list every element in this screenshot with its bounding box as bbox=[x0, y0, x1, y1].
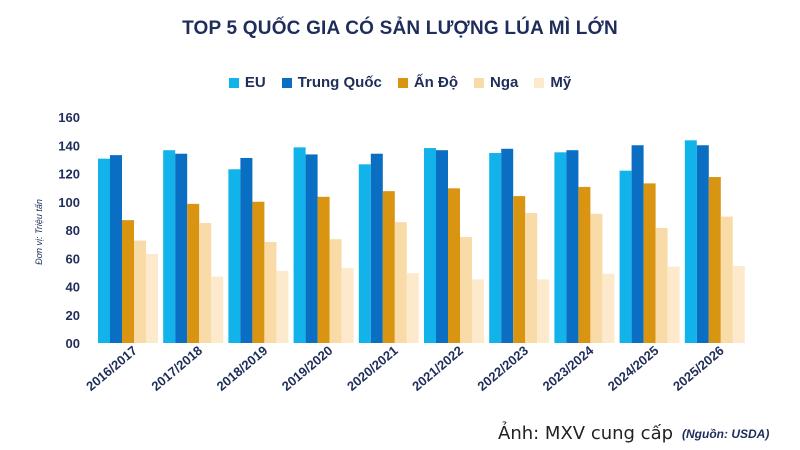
bars bbox=[98, 140, 745, 343]
legend-swatch bbox=[228, 77, 239, 88]
bar bbox=[489, 153, 502, 343]
bar bbox=[252, 201, 265, 343]
bar bbox=[472, 279, 484, 343]
x-tick-label: 2022/2023 bbox=[474, 343, 531, 394]
y-tick-label: 140 bbox=[58, 138, 80, 153]
bar bbox=[696, 145, 709, 343]
bar bbox=[708, 177, 721, 343]
legend-swatch bbox=[534, 77, 545, 88]
legend-swatch bbox=[281, 77, 292, 88]
y-tick-label: 60 bbox=[66, 251, 80, 266]
bar bbox=[146, 254, 158, 343]
bar bbox=[619, 170, 632, 343]
y-tick-label: 00 bbox=[66, 336, 80, 351]
bar bbox=[684, 140, 697, 343]
bar bbox=[329, 239, 342, 343]
x-tick-label: 2017/2018 bbox=[148, 343, 205, 394]
bar bbox=[264, 242, 277, 343]
bar bbox=[98, 158, 110, 343]
legend-item: Nga bbox=[474, 74, 518, 91]
legend-item: EU bbox=[228, 74, 266, 91]
bar bbox=[424, 148, 436, 343]
bar bbox=[175, 153, 188, 343]
x-tick-label: 2023/2024 bbox=[540, 342, 597, 393]
bar bbox=[720, 216, 733, 343]
bar bbox=[667, 266, 680, 343]
y-ticks: 00 20 40 60 80 100 120 140 160 bbox=[58, 110, 80, 351]
bar bbox=[631, 145, 644, 343]
x-tick-labels: 2016/2017 2017/2018 2018/2019 2019/2020 2020… bbox=[83, 342, 727, 393]
bar bbox=[537, 279, 550, 343]
bar bbox=[554, 152, 567, 343]
legend-item: Ấn Độ bbox=[397, 74, 458, 91]
bar bbox=[655, 227, 668, 343]
bar bbox=[163, 150, 176, 343]
x-tick-label: 2020/2021 bbox=[344, 343, 401, 394]
bar bbox=[276, 270, 289, 343]
bar bbox=[122, 220, 134, 343]
legend-swatch bbox=[397, 77, 408, 88]
bar bbox=[341, 268, 354, 343]
bar bbox=[590, 213, 603, 343]
bar bbox=[501, 148, 514, 343]
bar bbox=[460, 237, 472, 343]
y-tick-label: 20 bbox=[66, 308, 80, 323]
bar bbox=[211, 276, 224, 343]
bar bbox=[525, 213, 538, 343]
y-tick-label: 120 bbox=[58, 167, 80, 182]
legend-label: Ấn Độ bbox=[413, 74, 458, 91]
bar bbox=[566, 150, 579, 343]
x-tick-label: 2018/2019 bbox=[214, 343, 271, 394]
x-tick-label: 2024/2025 bbox=[605, 343, 662, 394]
y-tick-label: 80 bbox=[66, 223, 80, 238]
legend-swatch bbox=[474, 77, 484, 88]
bar bbox=[448, 188, 460, 343]
bar bbox=[578, 186, 591, 343]
x-tick-label: 2021/2022 bbox=[409, 343, 466, 394]
x-tick-label: 2025/2026 bbox=[670, 343, 727, 394]
legend-label: EU bbox=[244, 74, 266, 91]
legend-label: Mỹ bbox=[550, 74, 572, 91]
bar bbox=[602, 273, 615, 343]
bar bbox=[305, 154, 318, 343]
y-tick-label: 40 bbox=[66, 280, 80, 295]
bar bbox=[513, 196, 526, 343]
bar bbox=[317, 196, 330, 343]
bar bbox=[187, 203, 200, 343]
y-tick-label: 100 bbox=[58, 195, 80, 210]
bar bbox=[228, 169, 241, 343]
bar bbox=[199, 222, 212, 343]
legend-item: Mỹ bbox=[534, 74, 571, 91]
x-tick-label: 2019/2020 bbox=[279, 343, 336, 394]
y-tick-label: 160 bbox=[58, 110, 80, 125]
bar bbox=[240, 157, 253, 343]
bar bbox=[370, 153, 383, 343]
bar bbox=[293, 147, 306, 343]
legend-item: Trung Quốc bbox=[281, 74, 382, 91]
y-axis-label: Đơn vị: Triệu tấn bbox=[34, 199, 44, 265]
bar bbox=[394, 222, 407, 343]
legend-label: Nga bbox=[490, 74, 519, 91]
bar bbox=[643, 183, 656, 343]
legend-label: Trung Quốc bbox=[297, 74, 382, 91]
bar bbox=[732, 266, 745, 343]
bar bbox=[110, 155, 122, 343]
x-tick-label: 2016/2017 bbox=[83, 343, 140, 394]
bar bbox=[134, 240, 146, 343]
source-note: (Nguồn: USDA) bbox=[682, 427, 770, 441]
bar bbox=[382, 191, 395, 343]
legend: EU Trung Quốc Ấn Độ Nga Mỹ bbox=[0, 74, 800, 91]
y-axis-label-group: Đơn vị: Triệu tấn bbox=[34, 199, 44, 265]
bar bbox=[436, 150, 448, 343]
image-caption: Ảnh: MXV cung cấp bbox=[498, 423, 674, 444]
chart-title: TOP 5 QUỐC GIA CÓ SẢN LƯỢNG LÚA MÌ LỚN bbox=[182, 18, 618, 39]
bar bbox=[358, 164, 371, 343]
bar bbox=[406, 273, 419, 343]
